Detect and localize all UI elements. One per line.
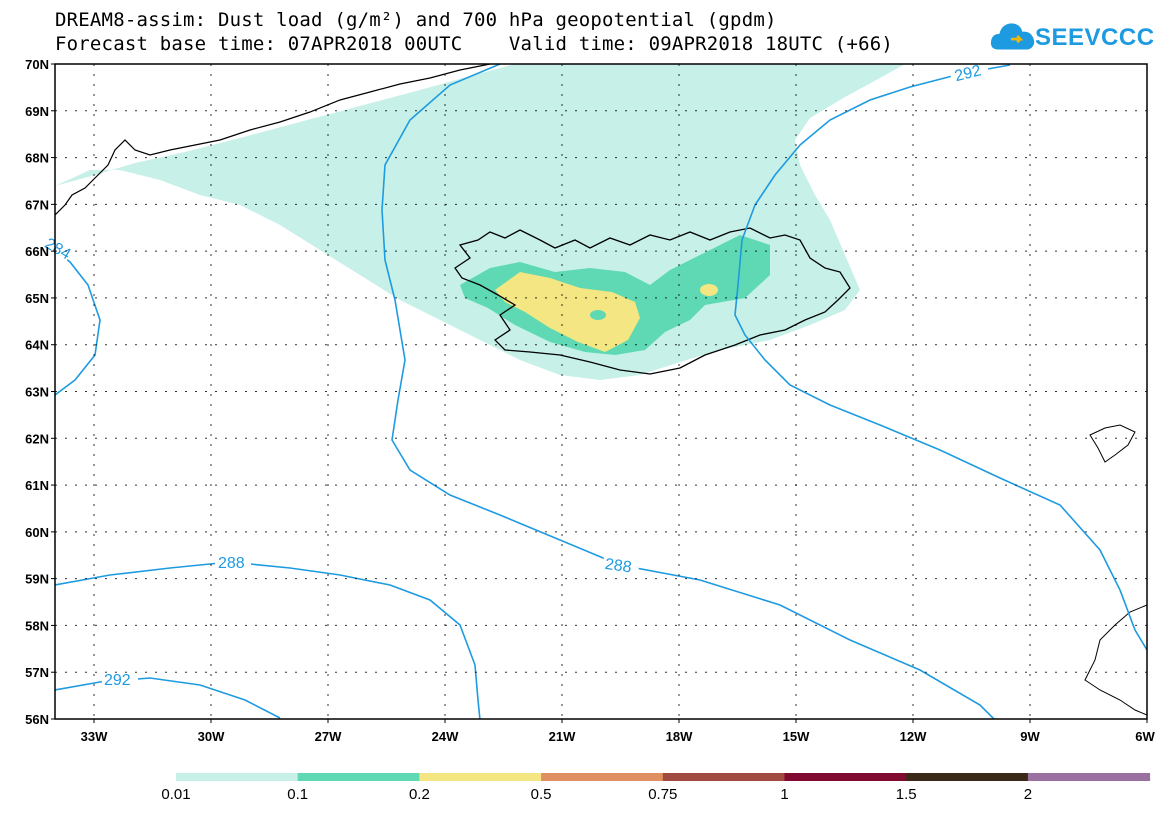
dust-spot-inner [590, 310, 606, 320]
iceland-coast [454, 227, 851, 375]
lat-label: 67N [25, 197, 49, 212]
contour-label: 288 [604, 556, 633, 577]
scotland-coast [1084, 604, 1147, 716]
colorbar-swatch [297, 773, 420, 781]
dust-area-low [55, 64, 905, 380]
colorbar-swatch [541, 773, 664, 781]
map-subtitle: Forecast base time: 07APR2018 00UTC Vali… [55, 33, 894, 55]
lat-label: 59N [25, 572, 49, 587]
colorbar-label: 2 [1023, 786, 1033, 803]
lon-label: 24W [432, 729, 459, 744]
contour-top-west [381, 64, 996, 719]
lat-label: 60N [25, 525, 49, 540]
colorbar-label: 1.5 [895, 786, 917, 803]
dust-area-high [495, 272, 640, 352]
contour-288-upper [734, 144, 1147, 651]
logo-text: SEEVCCC [1035, 24, 1155, 51]
colorbar-label: 0.01 [161, 786, 191, 803]
colorbar-swatch [906, 773, 1029, 781]
colorbar-swatch [176, 773, 299, 781]
contour-label: 292 [953, 62, 983, 85]
lat-label: 69N [25, 104, 49, 119]
colorbar-label: 1 [780, 786, 789, 803]
colorbar-label: 0.75 [648, 786, 678, 803]
faroe-coast [1089, 424, 1136, 463]
lon-label: 15W [783, 729, 810, 744]
lat-label: 56N [25, 712, 49, 727]
colorbar-label: 0.1 [287, 786, 309, 803]
lon-label: 9W [1020, 729, 1040, 744]
lon-label: 6W [1135, 729, 1155, 744]
colorbar [176, 773, 1151, 781]
lat-label: 68N [25, 151, 49, 166]
contour-label: 288 [218, 555, 245, 572]
colorbar-swatch [662, 773, 785, 781]
colorbar-swatch [419, 773, 542, 781]
lat-label: 58N [25, 618, 49, 633]
lat-label: 57N [25, 665, 49, 680]
lat-label: 66N [25, 244, 49, 259]
lat-label: 70N [25, 57, 49, 72]
cloud-icon [990, 23, 1035, 50]
lon-label: 21W [549, 729, 576, 744]
lon-label: 33W [81, 729, 108, 744]
contour-label: 292 [104, 672, 131, 689]
map-title: DREAM8-assim: Dust load (g/m²) and 700 h… [55, 9, 777, 31]
greenland-coast [55, 64, 491, 216]
dust-spot [700, 284, 718, 296]
colorbar-swatch [1027, 773, 1151, 781]
contour-292-sw [55, 677, 281, 719]
lat-label: 63N [25, 385, 49, 400]
colorbar-label: 0.5 [530, 786, 552, 803]
lon-label: 12W [900, 729, 927, 744]
colorbar-swatch [784, 773, 907, 781]
lon-label: 18W [666, 729, 693, 744]
lon-label: 27W [315, 729, 342, 744]
lon-label: 30W [198, 729, 225, 744]
contour-288-sw [55, 561, 481, 719]
lat-label: 62N [25, 431, 49, 446]
lat-label: 65N [25, 291, 49, 306]
lat-label: 64N [25, 338, 49, 353]
lat-label: 61N [25, 478, 49, 493]
contour-284 [55, 249, 101, 396]
colorbar-label: 0.2 [408, 786, 430, 803]
